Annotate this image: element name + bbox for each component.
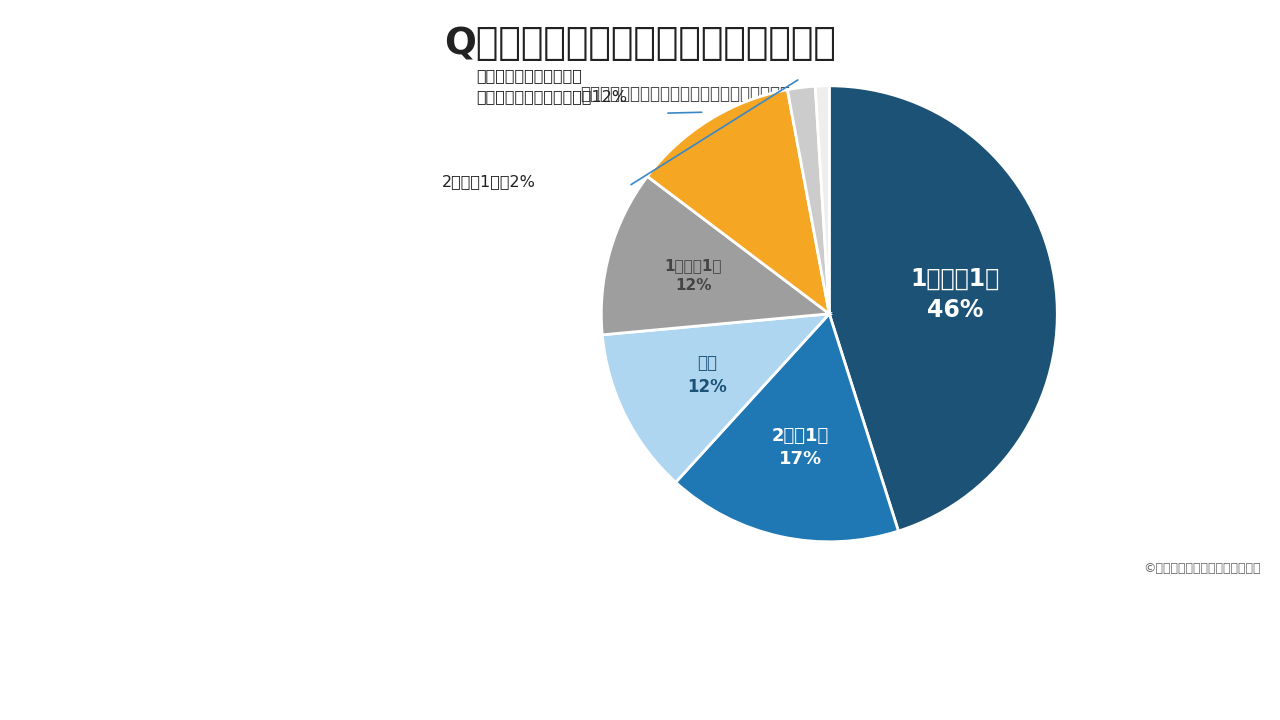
- Wedge shape: [602, 176, 829, 335]
- Text: 弁護士等に依頼することで: 弁護士等に依頼することで: [612, 621, 822, 649]
- Text: もっとも連絡頻度が高かった時期について回答: もっとも連絡頻度が高かった時期について回答: [580, 85, 790, 103]
- Text: 毎日
12%: 毎日 12%: [687, 354, 727, 395]
- Text: 2週間に1回：2%: 2週間に1回：2%: [442, 174, 535, 189]
- Text: 1ヶ月に1回
12%: 1ヶ月に1回 12%: [664, 258, 722, 292]
- Text: 直接連絡を取っていない人も12%います。: 直接連絡を取っていない人も12%います。: [534, 669, 900, 697]
- Text: 弁護士等に依頼しており
一切連絡をとっていない：12%: 弁護士等に依頼しており 一切連絡をとっていない：12%: [476, 68, 627, 104]
- Text: 2日に1回
17%: 2日に1回 17%: [772, 427, 828, 468]
- Text: ©一般社団法人相続解決支援機構: ©一般社団法人相続解決支援機構: [1143, 562, 1261, 575]
- Wedge shape: [787, 86, 829, 314]
- Wedge shape: [603, 314, 829, 482]
- Text: 1週間に1回
46%: 1週間に1回 46%: [911, 266, 1000, 322]
- Text: Q：相続トラブル解決までの連絡頻度: Q：相続トラブル解決までの連絡頻度: [444, 27, 836, 63]
- Wedge shape: [815, 86, 829, 314]
- Wedge shape: [648, 90, 829, 314]
- Wedge shape: [676, 314, 899, 541]
- Wedge shape: [829, 86, 1057, 531]
